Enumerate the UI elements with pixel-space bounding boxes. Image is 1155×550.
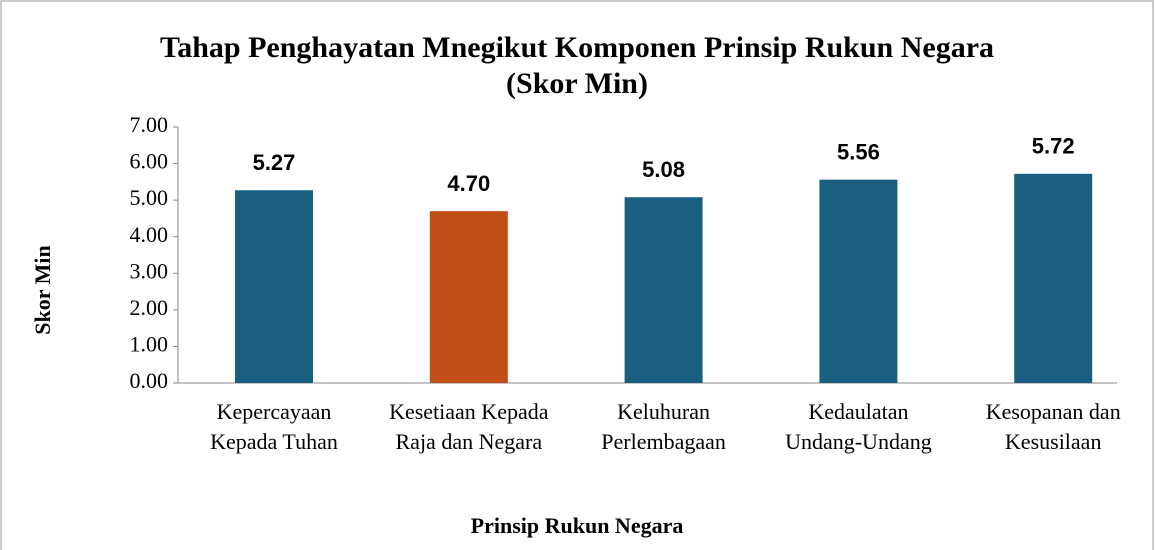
y-tick-label: 5.00: [130, 185, 169, 210]
chart-subtitle: (Skor Min): [506, 67, 648, 100]
bar: [624, 197, 703, 383]
x-tick-label: Keluhuran: [617, 399, 710, 424]
bar: [819, 179, 898, 383]
y-tick-label: 6.00: [130, 149, 169, 174]
y-tick-label: 2.00: [130, 295, 169, 320]
bar: [235, 190, 313, 383]
x-tick-label: Raja dan Negara: [396, 429, 543, 454]
x-axis-title: Prinsip Rukun Negara: [471, 513, 684, 538]
x-tick-label: Undang-Undang: [785, 429, 932, 454]
value-label: 5.27: [253, 150, 296, 175]
value-label: 5.56: [837, 139, 880, 164]
x-tick-label: Kepercayaan: [217, 399, 332, 424]
x-tick-label: Kesusilaan: [1005, 429, 1102, 454]
bar: [429, 211, 508, 383]
value-label: 4.70: [447, 171, 490, 196]
x-tick-label: Kesetiaan Kepada: [389, 399, 549, 424]
y-tick-label: 4.00: [130, 222, 169, 247]
x-tick-label: Kedaulatan: [808, 399, 908, 424]
y-tick-label: 0.00: [130, 368, 169, 393]
value-label: 5.08: [642, 157, 685, 182]
y-tick-label: 1.00: [130, 331, 169, 356]
x-tick-label: Kepada Tuhan: [210, 429, 338, 454]
y-tick-label: 3.00: [130, 258, 169, 283]
value-label: 5.72: [1032, 134, 1075, 159]
x-tick-label: Kesopanan dan: [986, 399, 1121, 424]
y-axis-title: Skor Min: [30, 245, 55, 334]
chart-title: Tahap Penghayatan Mnegikut Komponen Prin…: [160, 31, 994, 64]
x-tick-label: Perlembagaan: [601, 429, 726, 454]
y-tick-label: 7.00: [130, 112, 169, 137]
bar: [1014, 173, 1093, 383]
